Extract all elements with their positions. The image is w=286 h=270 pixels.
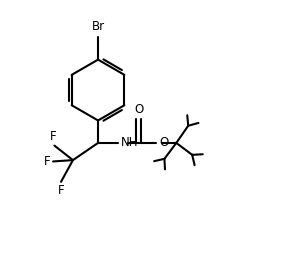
Text: F: F (58, 184, 64, 197)
Text: NH: NH (121, 136, 138, 149)
Text: O: O (159, 136, 168, 149)
Text: F: F (44, 155, 50, 168)
Text: F: F (50, 130, 56, 143)
Text: Br: Br (92, 20, 105, 33)
Text: O: O (134, 103, 143, 116)
